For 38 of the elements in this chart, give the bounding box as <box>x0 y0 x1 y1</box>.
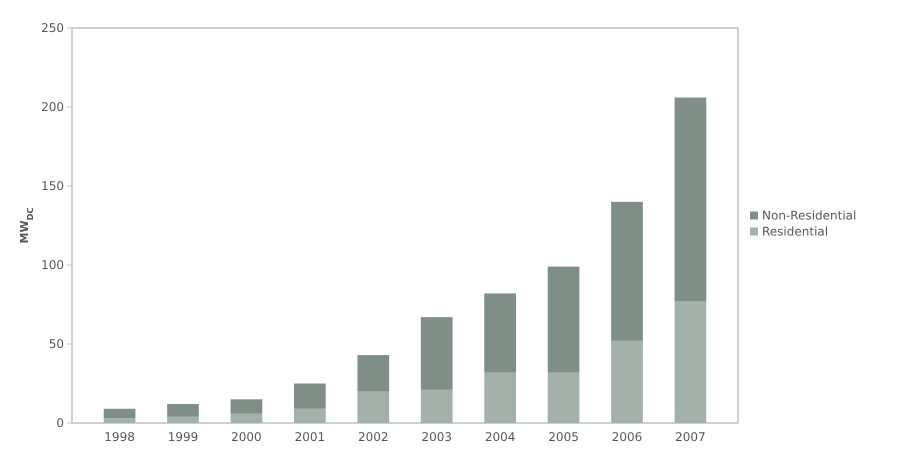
bar <box>420 317 453 390</box>
y-tick-label: 150 <box>41 179 64 194</box>
bar <box>484 372 516 423</box>
x-tick-label: 2003 <box>421 430 452 444</box>
y-tick-label: 0 <box>56 416 64 430</box>
bar <box>611 340 643 423</box>
x-tick-label: 1999 <box>168 430 198 444</box>
bar <box>674 98 706 302</box>
bar <box>167 404 199 417</box>
bar <box>484 293 516 372</box>
bar <box>294 408 326 423</box>
y-tick-label: 200 <box>41 100 64 114</box>
y-tick-label: 50 <box>48 337 64 352</box>
bar <box>104 408 136 418</box>
x-tick-label: 1998 <box>104 430 135 444</box>
x-tick-label: 2006 <box>612 430 642 444</box>
legend-label: Non-Residential <box>762 208 856 223</box>
x-tick-label: 2007 <box>675 430 706 444</box>
bar <box>548 372 580 423</box>
x-tick-label: 2000 <box>231 430 262 444</box>
y-tick-label: 100 <box>41 258 64 272</box>
bar <box>294 384 326 409</box>
x-tick-label: 2001 <box>294 430 326 444</box>
bar <box>611 202 643 341</box>
bar <box>104 418 136 423</box>
bar <box>357 391 390 423</box>
y-tick-label: 250 <box>41 21 64 36</box>
bar <box>674 301 706 423</box>
bar <box>167 416 199 423</box>
bar <box>357 355 390 392</box>
x-tick-label: 2002 <box>358 430 389 444</box>
x-tick-label: 2004 <box>484 430 516 444</box>
legend-label: Residential <box>762 224 828 239</box>
bar <box>420 390 453 423</box>
bar <box>548 266 580 372</box>
bar <box>230 414 262 423</box>
x-tick-label: 2005 <box>548 430 579 444</box>
bar <box>230 399 262 414</box>
